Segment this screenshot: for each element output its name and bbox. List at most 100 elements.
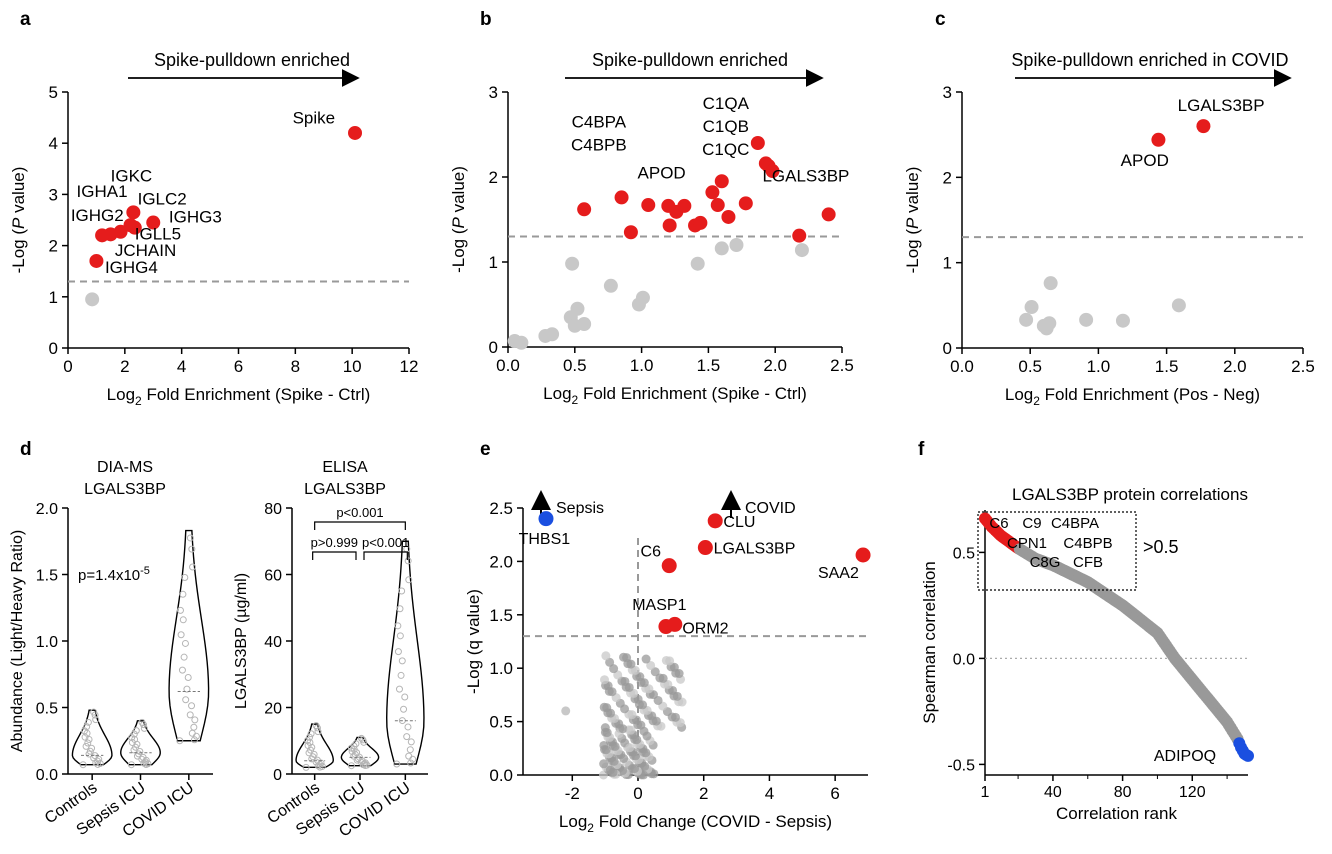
panel-f: f LGALS3BP protein correlations 1 40 80 120… [918,439,1254,823]
e-point-nonsig [646,660,656,670]
e-point-label: MASP1 [632,597,686,614]
c-point-nonsig [1171,298,1186,313]
panel-c-letter: c [935,9,946,30]
d1-violin-point [132,727,140,735]
d1-violin-point [80,727,88,735]
d1-violin-point [184,674,192,682]
d1-violin-point [85,735,93,743]
d1-violin [168,529,210,742]
covid-label: COVID [745,500,796,517]
f-xtick-label: 1 [981,784,990,801]
b-point-sig [641,198,656,213]
a-ylabel: -Log (P value) [9,167,28,274]
d1-violin-point [178,666,186,674]
d2-violin-point [394,622,402,630]
d1-violin-point [140,724,148,732]
e-point-nonsig [605,765,615,775]
c-xtick-label: 0.0 [950,357,974,376]
d1-violin-point [190,736,198,744]
e-point-nonsig [599,740,609,750]
e-ylabel: -Log (q value) [464,589,483,694]
b-point-sig [705,185,720,200]
d2-violin-point [400,705,408,713]
f-xtick-label: 120 [1179,784,1206,801]
d2-violin-point [314,762,322,770]
f-top-box [977,511,1137,591]
panel-f-title: LGALS3BP protein correlations [1012,485,1248,504]
d1-violin-point [188,545,196,553]
d1-pvalue-annotation: p=1.4x10-5 [78,565,150,584]
d1-violin-point [127,761,135,769]
d2-sepsis-covid-bracket [363,551,408,560]
f-box-label: C6 [989,515,1008,532]
e-point-label: LGALS3BP [714,541,796,558]
d1-violin-point [128,739,136,747]
d2-controls-covid-bracket [314,521,406,530]
panel-a-arrow-text: Spike-pulldown enriched [154,50,350,70]
e-point-sig [855,547,871,563]
a-point-label: IGHG3 [169,208,222,227]
e-ytick-label: 1.5 [489,606,513,625]
c-point-nonsig [1024,300,1039,315]
e-point-sig [707,513,723,529]
c-point-label: APOD [1121,151,1169,170]
e-point-nonsig [663,679,673,689]
e-point-nonsig [627,710,637,720]
d2-violin-point [405,576,413,584]
d1-violin-point [94,760,102,768]
b-point-sig [710,198,725,213]
d2-ytick-label: 60 [264,568,282,585]
c-point-sig [1151,132,1166,147]
panel-e-letter: e [480,439,491,460]
b-point-sig [821,207,836,222]
a-point-sig [146,215,161,230]
panel-c-arrow-text: Spike-pulldown enriched in COVID [1011,50,1288,70]
f-ytick-label: 0.0 [953,651,975,668]
b-point-nonsig [577,317,592,332]
b-xtick-label: 2.0 [763,356,787,375]
b-ytick-label: 3 [489,83,498,102]
c-point-nonsig [1115,313,1130,328]
a-xtick-label: 0 [63,357,72,376]
e-point-nonsig [599,759,609,769]
b-xtick-label: 1.5 [697,356,721,375]
b-point-sig [623,225,638,240]
e-point-label: CLU [723,514,755,531]
a-point-label: JCHAIN [115,241,176,260]
d1-violin-point [190,723,198,731]
d2-violin [340,736,380,767]
e-point-nonsig [601,651,611,661]
e-point-nonsig [626,659,636,669]
d1-violin-point [186,534,194,542]
e-point-nonsig [561,706,571,716]
d1-violin-point [130,746,138,754]
d2-violin-point [404,723,412,731]
d2-ytick-label: 40 [264,634,282,651]
d1-violin-point [90,708,98,716]
d1-violin-point [183,685,191,693]
a-point-sig [348,125,363,140]
e-point-nonsig [600,675,610,685]
d2-controls-sepsis-pvalue: p>0.999 [311,535,358,550]
a-point-label: IGHG4 [105,258,158,277]
panel-b-arrow-text: Spike-pulldown enriched [592,50,788,70]
f-xtick-label: 40 [1044,784,1062,801]
c-xtick-label: 2.5 [1291,357,1315,376]
d2-ytick-label: 0 [273,767,282,784]
d2-violin [295,723,334,769]
d1-violin-point [84,718,92,726]
a-point-label: IGLL5 [135,224,181,243]
b-point-label: C1QB [703,117,749,136]
panel-b-letter: b [480,9,492,30]
e-xtick-label: 2 [699,784,708,803]
b-point-label: APOD [638,164,686,183]
panel-e: e Sepsis COVID -2 0 2 4 6 0.0 0.5 1.0 1.5 2.0 2.5 T… [464,439,871,835]
a-point-sig [127,220,142,235]
e-ytick-label: 2.5 [489,499,513,518]
d1-violin-point [83,723,91,731]
a-xtick-label: 10 [343,357,362,376]
f-box-label: CFB [1073,554,1103,571]
plot-e: -2 0 2 4 6 0.0 0.5 1.0 1.5 2.0 2.5 THBS1 CLU C6 LGALS3… [464,499,871,835]
